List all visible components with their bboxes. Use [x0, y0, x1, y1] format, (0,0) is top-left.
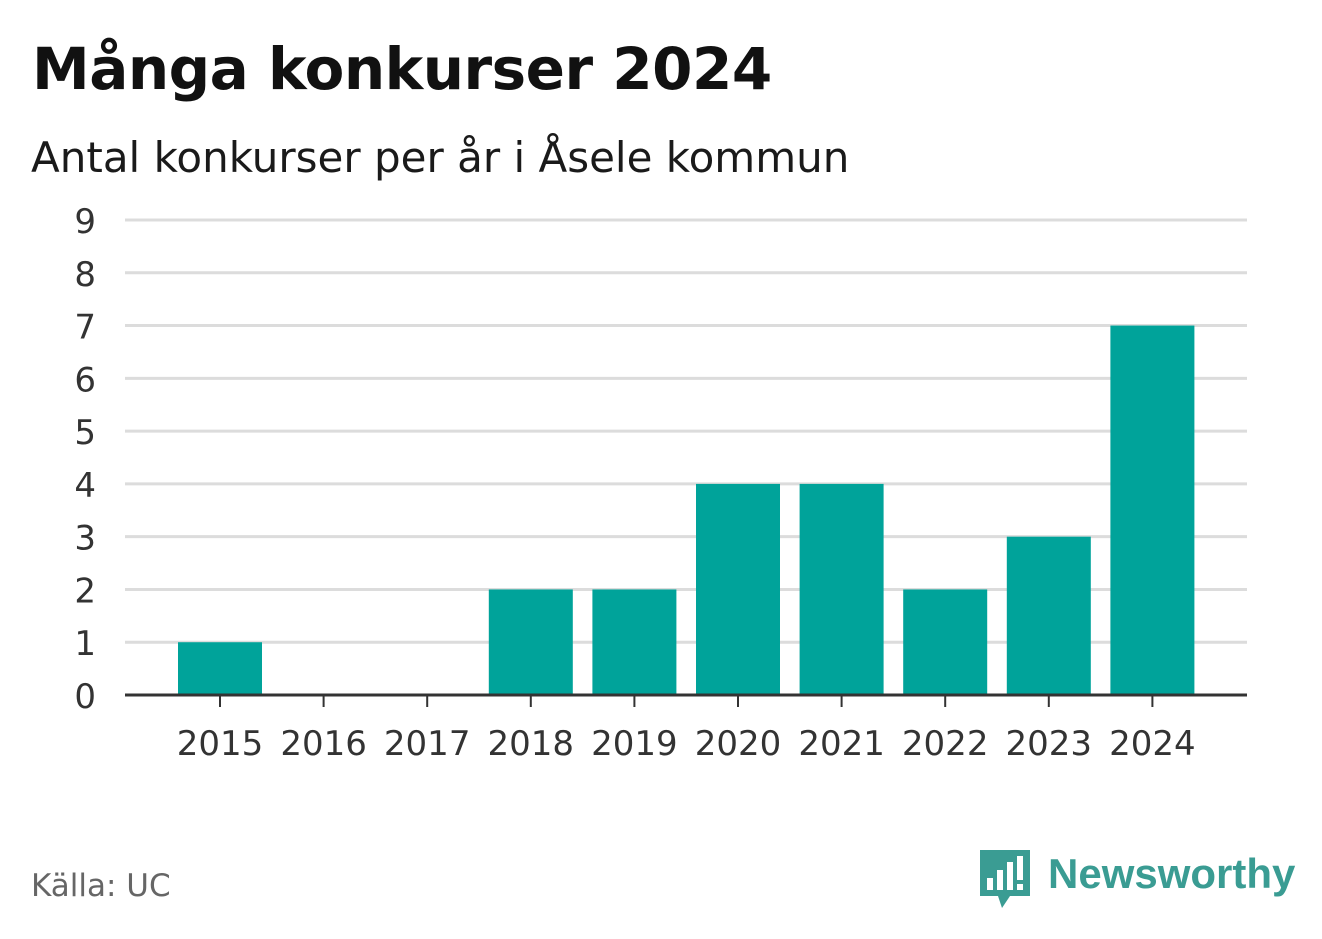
y-tick-label: 2 [74, 571, 96, 611]
x-tick-label: 2017 [384, 724, 471, 764]
y-tick-label: 5 [74, 413, 96, 453]
brand-name: Newsworthy [1048, 850, 1296, 897]
y-tick-label: 0 [74, 677, 96, 717]
y-tick-label: 9 [74, 202, 96, 242]
x-tick-label: 2016 [280, 724, 367, 764]
y-tick-label: 8 [74, 255, 96, 295]
y-tick-label: 1 [74, 624, 96, 664]
x-tick-label: 2019 [591, 724, 678, 764]
bar-2019 [592, 589, 677, 695]
bar-2024 [1110, 325, 1195, 695]
bar-2021 [799, 483, 884, 695]
y-tick-label: 6 [74, 360, 96, 400]
source-note: Källa: UC [31, 868, 171, 904]
y-tick-label: 7 [74, 308, 96, 348]
bar-2022 [903, 589, 988, 695]
x-tick-label: 2023 [1006, 724, 1093, 764]
bar-2018 [488, 589, 573, 695]
x-tick-label: 2021 [798, 724, 885, 764]
chart-subtitle: Antal konkurser per år i Åsele kommun [31, 133, 850, 182]
x-tick-label: 2015 [177, 724, 264, 764]
x-tick-label: 2020 [695, 724, 782, 764]
chart-title: Många konkurser 2024 [32, 35, 772, 103]
x-tick-label: 2018 [488, 724, 575, 764]
brand-logo: Newsworthy [980, 850, 1295, 912]
y-tick-label: 3 [74, 519, 96, 559]
x-tick-label: 2022 [902, 724, 989, 764]
bar-chart: 0 1 2 3 4 5 6 7 8 9 2015 2016 2017 2018 2019 2020 2021 20… [74, 202, 1247, 764]
bar-2020 [696, 483, 780, 695]
y-tick-label: 4 [74, 466, 96, 506]
bar-2015 [178, 642, 262, 695]
bar-2023 [1006, 536, 1091, 695]
x-tick-label: 2024 [1109, 724, 1196, 764]
newsworthy-logo-icon [980, 850, 1030, 908]
